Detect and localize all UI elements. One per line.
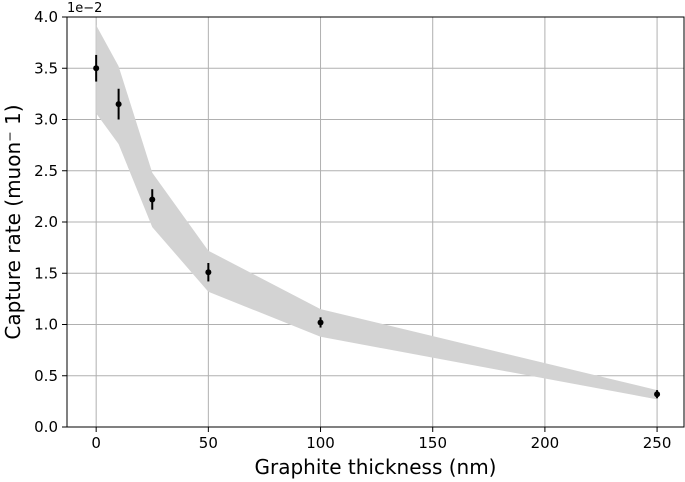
x-axis-label: Graphite thickness (nm) xyxy=(254,455,496,479)
x-tick-label: 0 xyxy=(91,434,101,452)
y-axis-ticks: 0.0 0.5 1.0 1.5 2.0 2.5 3.0 3.5 4.0 xyxy=(34,8,67,436)
y-offset-label: 1e−2 xyxy=(67,1,102,16)
x-tick-label: 150 xyxy=(418,434,447,452)
x-tick-label: 250 xyxy=(643,434,672,452)
data-point xyxy=(205,269,212,276)
x-tick-label: 50 xyxy=(199,434,218,452)
data-point xyxy=(93,65,100,72)
y-tick-label: 2.5 xyxy=(34,162,58,180)
y-tick-label: 1.0 xyxy=(34,316,58,334)
uncertainty-band xyxy=(96,25,658,400)
x-tick-label: 100 xyxy=(306,434,335,452)
x-tick-label: 200 xyxy=(531,434,560,452)
data-point xyxy=(149,196,156,203)
y-tick-label: 0.5 xyxy=(34,367,58,385)
y-tick-label: 1.5 xyxy=(34,264,58,282)
data-point xyxy=(317,319,324,326)
y-tick-label: 4.0 xyxy=(34,8,58,26)
data-point xyxy=(115,101,122,108)
data-points xyxy=(93,54,661,399)
band-area xyxy=(96,25,658,400)
y-tick-label: 3.0 xyxy=(34,111,58,129)
y-tick-label: 2.0 xyxy=(34,213,58,231)
x-axis-ticks: 0 50 100 150 200 250 xyxy=(91,427,671,452)
data-point xyxy=(654,391,661,398)
y-axis-label: Capture rate (muon⁻ 1) xyxy=(1,104,25,339)
y-tick-label: 0.0 xyxy=(34,418,58,436)
y-tick-label: 3.5 xyxy=(34,59,58,77)
